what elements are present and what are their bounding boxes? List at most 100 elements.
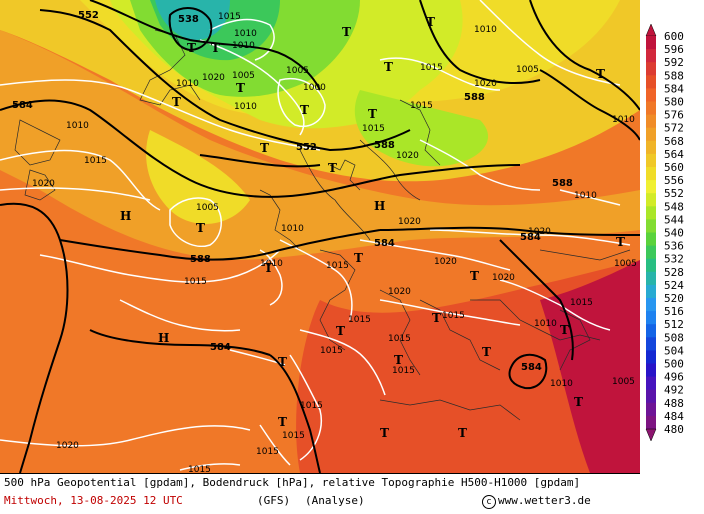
legend-arrow-bottom bbox=[645, 428, 657, 442]
site-credit[interactable]: c www.wetter3.de bbox=[482, 494, 591, 509]
legend-label: 484 bbox=[664, 410, 684, 423]
caption-model: (GFS) bbox=[257, 494, 291, 507]
legend-swatch bbox=[646, 49, 656, 63]
legend-swatch bbox=[646, 101, 656, 116]
isobar-label: 1015 bbox=[320, 346, 343, 356]
isobar-label: 1015 bbox=[300, 401, 323, 411]
low-marker: T bbox=[278, 415, 287, 429]
geo-label: 584 bbox=[520, 232, 541, 243]
legend-label: 568 bbox=[664, 135, 684, 148]
legend-label: 492 bbox=[664, 384, 684, 397]
isobar-label: 1005 bbox=[516, 65, 539, 75]
legend-swatch bbox=[646, 258, 656, 273]
isobar-label: 1010 bbox=[232, 41, 255, 51]
low-marker: T bbox=[596, 67, 605, 81]
legend-swatch bbox=[646, 232, 656, 247]
geopotential-contours bbox=[0, 0, 640, 473]
high-marker: H bbox=[158, 331, 169, 345]
low-marker: T bbox=[380, 426, 389, 440]
isobar-label: 1010 bbox=[234, 102, 257, 112]
legend-label: 524 bbox=[664, 279, 684, 292]
isobar-label: 1020 bbox=[56, 441, 79, 451]
isobar-label: 1015 bbox=[420, 63, 443, 73]
isobar-label: 1015 bbox=[362, 124, 385, 134]
isobar-label: 1005 bbox=[614, 259, 637, 269]
isobars bbox=[0, 0, 631, 471]
site-url[interactable]: www.wetter3.de bbox=[498, 494, 591, 507]
geo-label: 552 bbox=[78, 10, 99, 21]
legend-label: 488 bbox=[664, 397, 684, 410]
legend-label: 556 bbox=[664, 174, 684, 187]
low-marker: T bbox=[278, 355, 287, 369]
geo-label: 552 bbox=[296, 142, 317, 153]
legend-label: 500 bbox=[664, 358, 684, 371]
low-marker: T bbox=[196, 221, 205, 235]
low-marker: T bbox=[560, 323, 569, 337]
legend-swatch bbox=[646, 337, 656, 351]
isobar-label: 1010 bbox=[550, 379, 573, 389]
low-marker: T bbox=[384, 60, 393, 74]
low-marker: T bbox=[368, 107, 377, 121]
isobar-label: 1020 bbox=[32, 179, 55, 189]
legend-arrow-top bbox=[645, 23, 657, 37]
low-marker: T bbox=[336, 324, 345, 338]
legend-swatch bbox=[646, 88, 656, 102]
legend-swatch bbox=[646, 298, 656, 312]
low-marker: T bbox=[616, 235, 625, 249]
legend-swatch bbox=[646, 350, 656, 364]
geo-label: 584 bbox=[12, 100, 33, 111]
legend-label: 552 bbox=[664, 187, 684, 200]
isobar-label: 1015 bbox=[410, 101, 433, 111]
legend-label: 548 bbox=[664, 200, 684, 213]
legend-swatch bbox=[646, 180, 656, 194]
legend-label: 560 bbox=[664, 161, 684, 174]
low-marker: T bbox=[187, 41, 196, 55]
low-marker: T bbox=[354, 251, 363, 265]
coastlines bbox=[14, 29, 631, 421]
legend-swatch bbox=[646, 245, 656, 260]
low-marker: T bbox=[458, 426, 467, 440]
isobar-label: 1010 bbox=[66, 121, 89, 131]
legend-swatch bbox=[646, 114, 656, 129]
legend-label: 528 bbox=[664, 266, 684, 279]
legend-swatch bbox=[646, 324, 656, 338]
legend-swatch bbox=[646, 153, 656, 168]
legend-label: 504 bbox=[664, 344, 684, 357]
legend-swatch bbox=[646, 284, 656, 299]
low-marker: T bbox=[470, 269, 479, 283]
isobar-label: 1015 bbox=[282, 431, 305, 441]
isobar-label: 1010 bbox=[612, 115, 635, 125]
isobar-label: 1010 bbox=[574, 191, 597, 201]
legend-label: 592 bbox=[664, 56, 684, 69]
legend-label: 588 bbox=[664, 69, 684, 82]
low-marker: T bbox=[342, 25, 351, 39]
isobar-label: 1020 bbox=[528, 227, 551, 237]
legend-label: 508 bbox=[664, 331, 684, 344]
isobar-label: 1015 bbox=[188, 465, 211, 473]
caption-run-type: (Analyse) bbox=[305, 494, 365, 507]
legend-swatch bbox=[646, 140, 656, 155]
isobar-label: 1015 bbox=[392, 366, 415, 376]
legend-label: 572 bbox=[664, 122, 684, 135]
geo-label: 588 bbox=[552, 178, 573, 189]
legend-swatch bbox=[646, 271, 656, 286]
legend-swatch bbox=[646, 193, 656, 207]
isobar-label: 1015 bbox=[388, 334, 411, 344]
low-marker: T bbox=[482, 345, 491, 359]
isobar-label: 1020 bbox=[398, 217, 421, 227]
isobar-label: 1020 bbox=[202, 73, 225, 83]
caption-date: Mittwoch, 13-08-2025 12 UTC bbox=[4, 494, 183, 507]
isobar-label: 1020 bbox=[434, 257, 457, 267]
geo-label: 538 bbox=[178, 14, 199, 25]
low-marker: T bbox=[426, 15, 435, 29]
low-marker: T bbox=[264, 261, 273, 275]
isobar-label: 1010 bbox=[474, 25, 497, 35]
color-scale-legend: 6005965925885845805765725685645605565525… bbox=[645, 23, 684, 442]
caption-bar: 500 hPa Geopotential [gpdam], Bodendruck… bbox=[0, 473, 640, 514]
legend-label: 584 bbox=[664, 82, 684, 95]
isobar-label: 1015 bbox=[570, 298, 593, 308]
isobar-label: 1005 bbox=[196, 203, 219, 213]
legend-label: 480 bbox=[664, 423, 684, 436]
isobar-label: 1015 bbox=[218, 12, 241, 22]
legend-swatch bbox=[646, 75, 656, 89]
